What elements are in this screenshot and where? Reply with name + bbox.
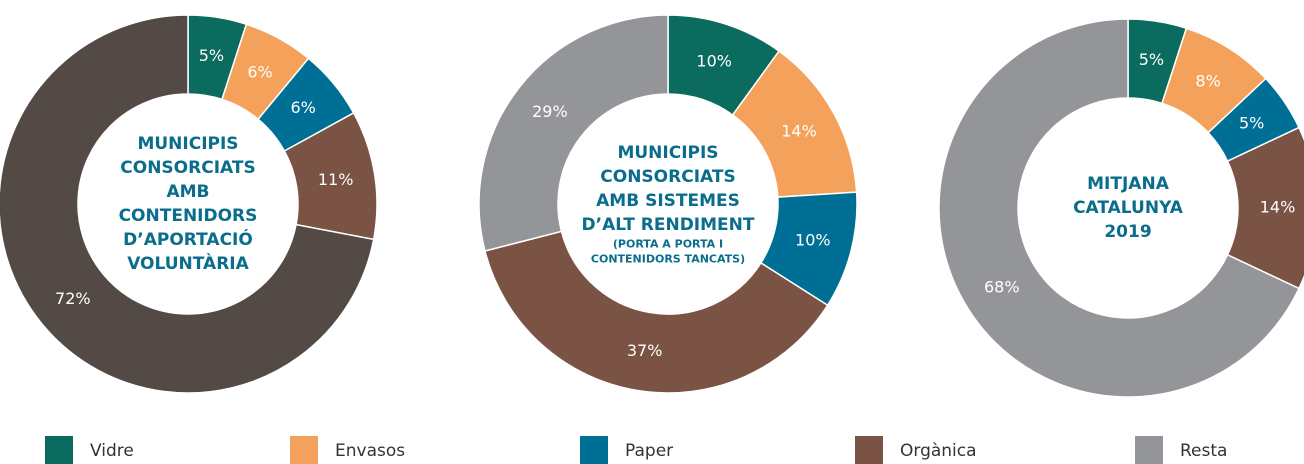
legend-swatch	[1135, 436, 1163, 464]
center-subtext: CONTENIDORS TANCATS)	[591, 253, 745, 266]
legend-swatch	[580, 436, 608, 464]
value-label: 29%	[532, 102, 568, 121]
legend-swatch	[855, 436, 883, 464]
donut-segment	[938, 18, 1301, 398]
center-text: CONSORCIATS	[600, 167, 735, 187]
center-text: MUNICIPIS	[617, 143, 718, 163]
center-text: VOLUNTÀRIA	[127, 252, 249, 274]
center-text: AMB	[166, 182, 209, 202]
legend-swatch	[45, 436, 73, 464]
donut-segment	[0, 14, 375, 394]
value-label: 6%	[290, 98, 315, 117]
value-label: 10%	[696, 51, 732, 70]
center-text: MUNICIPIS	[137, 134, 238, 154]
center-text: AMB SISTEMES	[596, 191, 740, 211]
value-label: 11%	[318, 170, 354, 189]
center-text: D’ALT RENDIMENT	[582, 215, 755, 235]
legend-label: Orgànica	[900, 441, 977, 461]
value-label: 6%	[247, 62, 272, 81]
legend-label: Resta	[1180, 441, 1227, 461]
donut-segment	[484, 230, 829, 394]
value-label: 14%	[1260, 198, 1296, 217]
value-label: 37%	[627, 341, 663, 360]
center-text: CATALUNYA	[1073, 198, 1184, 218]
center-text: D’APORTACIÓ	[123, 228, 253, 250]
value-label: 10%	[795, 231, 831, 250]
value-label: 5%	[1139, 50, 1164, 69]
center-subtext: (PORTA A PORTA I	[613, 238, 723, 251]
legend-swatch	[290, 436, 318, 464]
legend-label: Vidre	[90, 441, 134, 461]
value-label: 14%	[781, 121, 817, 140]
center-text: CONSORCIATS	[120, 158, 255, 178]
center-text: CONTENIDORS	[119, 206, 258, 226]
donut-segment	[478, 14, 669, 252]
legend-label: Paper	[625, 441, 673, 461]
legend-label: Envasos	[335, 441, 405, 461]
center-text: 2019	[1104, 222, 1151, 242]
value-label: 68%	[984, 278, 1020, 297]
value-label: 72%	[55, 289, 91, 308]
center-text: MITJANA	[1087, 174, 1170, 194]
value-label: 8%	[1195, 71, 1220, 90]
value-label: 5%	[1239, 113, 1264, 132]
value-label: 5%	[199, 46, 224, 65]
